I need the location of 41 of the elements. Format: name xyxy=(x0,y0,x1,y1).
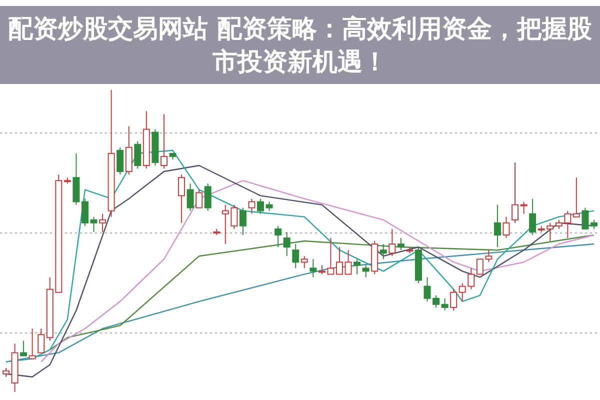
candlestick xyxy=(20,340,28,356)
candlestick xyxy=(300,256,308,269)
candlestick xyxy=(204,183,212,212)
candlestick xyxy=(257,198,264,214)
candlestick xyxy=(186,183,194,212)
candlestick xyxy=(582,207,589,230)
candlestick xyxy=(354,258,361,275)
candlestick xyxy=(134,140,142,170)
candlestick xyxy=(90,216,98,232)
candlestick xyxy=(520,201,528,214)
candlestick xyxy=(239,207,246,236)
candlestick xyxy=(344,250,352,275)
candlestick xyxy=(441,298,448,311)
candlestick xyxy=(28,328,36,360)
candlestick xyxy=(81,198,88,226)
candlestick xyxy=(590,219,598,230)
candlestick xyxy=(572,177,580,218)
candlestick xyxy=(292,244,300,269)
candlestick xyxy=(274,225,282,248)
candlestick xyxy=(266,201,273,212)
candlestick xyxy=(283,231,290,257)
candlestick xyxy=(196,189,203,208)
candlestick xyxy=(494,204,501,248)
candlestick xyxy=(450,288,458,311)
candlestick xyxy=(178,174,186,224)
candlestick xyxy=(116,146,124,176)
candlestick xyxy=(160,114,168,170)
candlestick xyxy=(380,244,387,260)
candlestick xyxy=(310,258,317,278)
candlestick xyxy=(38,328,45,354)
candlestick xyxy=(512,162,519,224)
candlestick xyxy=(388,228,396,257)
candlestick xyxy=(397,237,404,251)
candlestick xyxy=(529,198,536,236)
chart-title: 配资炒股交易网站 配资策略：高效利用资金，把握股市投资新机遇！ xyxy=(7,13,593,78)
candlestick xyxy=(362,264,370,278)
candlestick xyxy=(336,246,343,275)
candlestick xyxy=(99,213,106,232)
candlestick xyxy=(502,216,510,238)
candlestick xyxy=(2,367,10,378)
candlestick xyxy=(248,198,256,214)
